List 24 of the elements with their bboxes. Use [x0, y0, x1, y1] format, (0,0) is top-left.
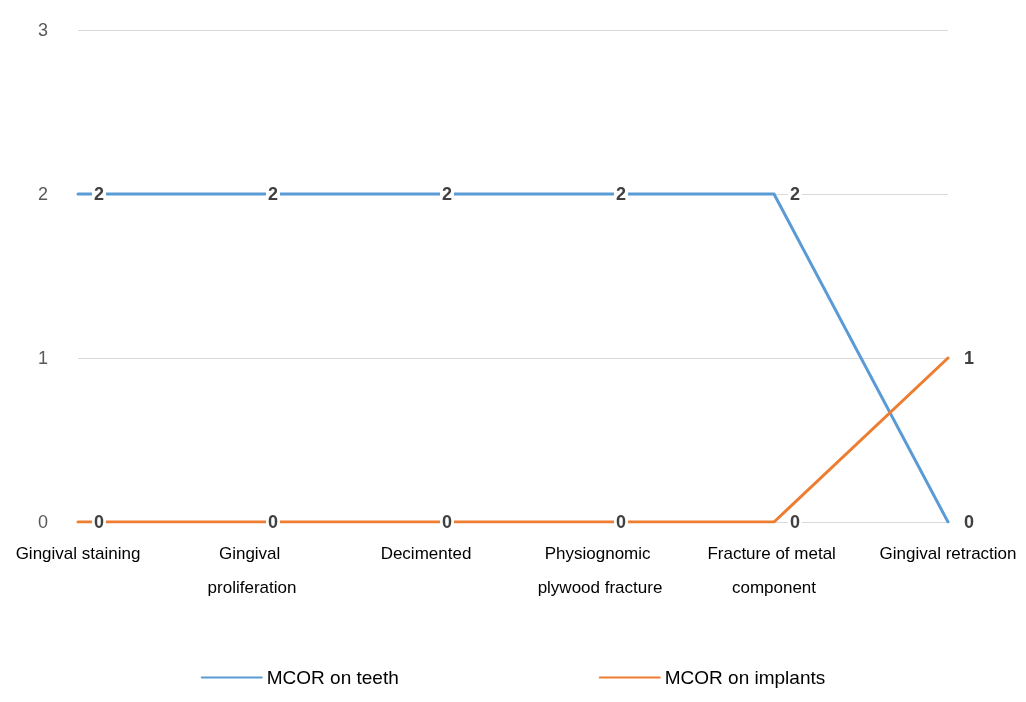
- data-label: 0: [268, 512, 279, 532]
- data-label: 1: [964, 348, 975, 368]
- x-tick-label: Gingival proliferation: [207, 543, 297, 597]
- x-tick-label: Gingival retraction: [879, 543, 1017, 563]
- data-label: 2: [94, 184, 105, 204]
- x-tick-label: Fracture of metal component: [707, 543, 841, 597]
- x-tick-label: Gingival staining: [15, 543, 141, 563]
- y-tick-label: 1: [37, 348, 48, 368]
- y-tick-label: 0: [37, 512, 48, 532]
- data-label: 0: [94, 512, 105, 532]
- data-label: 2: [268, 184, 279, 204]
- legend-label: MCOR on teeth: [266, 667, 399, 688]
- x-tick-label: Physiognomic plywood fracture: [537, 543, 663, 597]
- data-label: 2: [790, 184, 801, 204]
- y-tick-label: 2: [37, 184, 48, 204]
- y-tick-label: 3: [37, 20, 48, 40]
- data-label: 0: [442, 512, 453, 532]
- data-label: 0: [790, 512, 801, 532]
- data-label: 2: [616, 184, 627, 204]
- legend-label: MCOR on implants: [664, 667, 826, 688]
- x-tick-label: Decimented: [380, 543, 472, 563]
- data-label: 2: [442, 184, 453, 204]
- data-label: 0: [964, 512, 975, 532]
- data-label: 0: [616, 512, 627, 532]
